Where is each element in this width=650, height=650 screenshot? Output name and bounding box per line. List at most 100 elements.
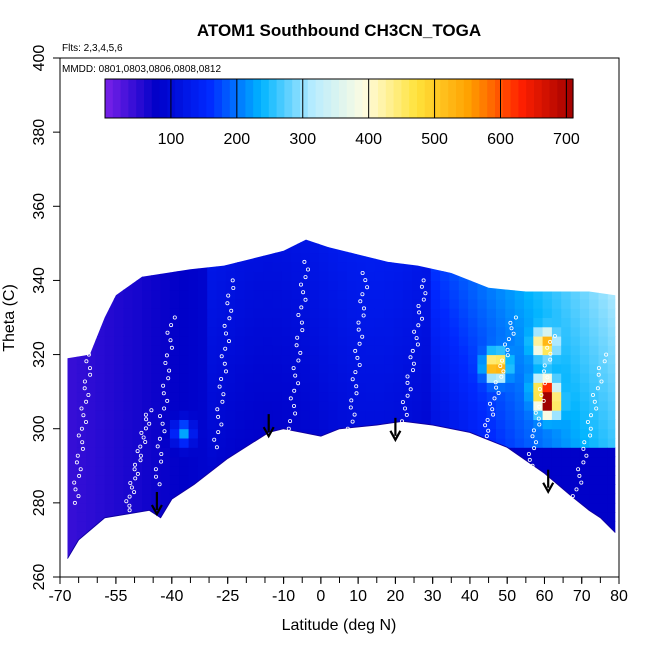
heatmap-cell (551, 484, 562, 495)
heatmap-cell (114, 465, 124, 476)
heatmap-cell (570, 382, 581, 393)
sample-point (483, 423, 488, 428)
heatmap-cell (197, 419, 208, 430)
heatmap-cell (505, 345, 516, 356)
colorbar-segment (479, 79, 488, 118)
heatmap-cell (132, 465, 143, 476)
heatmap-cell (505, 428, 516, 439)
heatmap-cell (244, 336, 255, 346)
heatmap-cell (347, 419, 357, 430)
colorbar-segment (206, 79, 215, 118)
heatmap-cell (477, 363, 488, 374)
sample-point (552, 333, 557, 338)
heatmap-cell (281, 317, 292, 328)
heatmap-cell (402, 271, 413, 281)
heatmap-cell (496, 345, 506, 356)
heatmap-cell (496, 280, 506, 291)
colorbar-segment (268, 79, 278, 118)
heatmap-cell (430, 354, 441, 365)
heatmap-cell (374, 336, 385, 346)
heatmap-cell (579, 373, 590, 383)
heatmap-cell (412, 382, 422, 393)
heatmap-cell (374, 354, 385, 365)
heatmap-cell (151, 261, 162, 272)
colorbar-segment (362, 79, 371, 118)
heatmap-cell (374, 410, 385, 420)
sample-point (361, 313, 366, 318)
heatmap-cell (142, 354, 152, 365)
heatmap-cell (160, 299, 171, 309)
heatmap-cell (328, 410, 339, 420)
heatmap-cell (579, 345, 590, 356)
sample-point (82, 386, 87, 391)
sample-point (360, 292, 365, 297)
heatmap-cell (151, 299, 162, 309)
heatmap-cell (235, 243, 245, 254)
heatmap-cell (496, 428, 506, 439)
heatmap-cell (477, 280, 488, 291)
heatmap-cell (179, 373, 190, 383)
heatmap-cell (207, 261, 217, 272)
colorbar-segment (409, 79, 418, 118)
heatmap-cell (95, 419, 106, 430)
sample-point (500, 358, 505, 363)
heatmap-cell (542, 419, 553, 430)
heatmap-cell (440, 382, 450, 393)
colorbar-frame (104, 78, 574, 119)
heatmap-cell (607, 391, 616, 402)
sample-point (533, 410, 538, 415)
heatmap-cell (393, 382, 404, 393)
heatmap-cell (309, 280, 320, 291)
heatmap-cell (449, 354, 460, 365)
heatmap-cell (142, 261, 152, 272)
heatmap-cell (197, 345, 208, 356)
heatmap-cell (374, 299, 385, 309)
heatmap-cell (533, 419, 544, 430)
heatmap-cell (309, 239, 320, 244)
heatmap-cell (598, 447, 609, 458)
heatmap-cell (412, 299, 422, 309)
heatmap-cell (132, 373, 143, 383)
heatmap-cell (272, 243, 283, 254)
heatmap-cell (533, 428, 544, 439)
heatmap-cell (393, 261, 404, 272)
heatmap-cell (114, 299, 124, 309)
heatmap-cell (337, 345, 348, 356)
heatmap-cell (253, 252, 264, 263)
heatmap-cell (356, 261, 367, 272)
heatmap-cell (188, 484, 199, 495)
heatmap-cell (216, 465, 227, 476)
sample-point (79, 406, 84, 411)
heatmap-cell (300, 354, 311, 365)
heatmap-cell (291, 345, 301, 356)
heatmap-cell (393, 345, 404, 356)
heatmap-cell (197, 391, 208, 402)
heatmap-cell (179, 447, 190, 458)
heatmap-cell (132, 299, 143, 309)
sample-point (530, 463, 535, 468)
heatmap-cell (76, 530, 87, 541)
heatmap-cell (561, 400, 571, 411)
heatmap-cell (430, 345, 441, 356)
heatmap-cell (579, 465, 590, 476)
sample-point (579, 480, 584, 485)
heatmap-cell (449, 326, 460, 337)
heatmap-cell (384, 345, 394, 356)
heatmap-cell (449, 438, 460, 448)
heatmap-cell (365, 391, 376, 402)
heatmap-cell (235, 391, 245, 402)
sample-point (300, 328, 305, 333)
heatmap-cell (412, 363, 422, 374)
heatmap-cell (579, 419, 590, 430)
heatmap-cell (337, 243, 348, 254)
heatmap-cell (114, 317, 124, 328)
sample-point (350, 377, 355, 382)
heatmap-cell (486, 419, 497, 430)
sample-point (77, 473, 82, 478)
heatmap-cell (505, 419, 516, 430)
heatmap-cell (151, 484, 162, 495)
heatmap-cell (542, 363, 553, 374)
heatmap-cell (207, 336, 217, 346)
sample-point (405, 374, 410, 379)
heatmap-cell (579, 438, 590, 448)
